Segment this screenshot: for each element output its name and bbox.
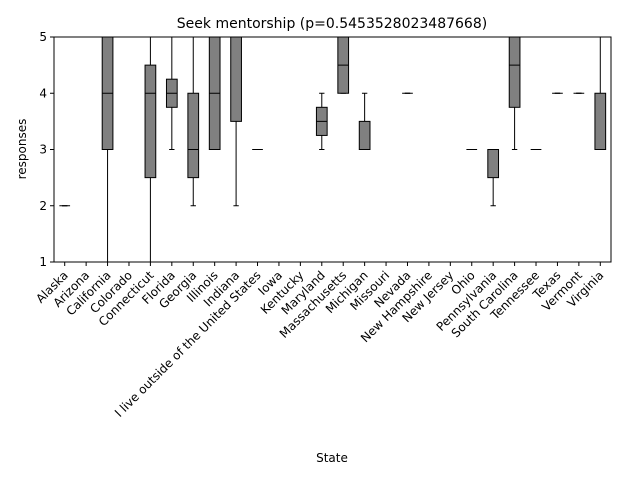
y-axis-ticks: 1 2 3 4 5: [39, 30, 54, 269]
y-tick-label: 2: [39, 199, 47, 213]
y-axis-title: responses: [15, 119, 29, 180]
y-tick-label: 1: [39, 255, 47, 269]
y-tick-label: 5: [39, 30, 47, 44]
box-25: [594, 36, 607, 150]
y-tick-label: 4: [39, 86, 47, 100]
box-iqr: [358, 120, 371, 150]
y-tick-label: 3: [39, 143, 47, 157]
box-14: [358, 92, 371, 150]
box-iqr: [594, 92, 607, 150]
plot-frame: [53, 36, 612, 263]
box-20: [487, 149, 500, 207]
box-iqr: [487, 149, 500, 179]
box-7: [208, 36, 221, 150]
x-axis-title: State: [316, 451, 348, 465]
box-12: [315, 92, 328, 150]
box-iqr: [230, 36, 242, 122]
box-13: [337, 36, 350, 94]
box-iqr: [144, 64, 157, 179]
box-iqr: [187, 92, 200, 179]
box-5: [165, 36, 178, 150]
box-iqr: [508, 36, 521, 108]
chart-title: Seek mentorship (p=0.5453528023487668): [177, 16, 487, 32]
